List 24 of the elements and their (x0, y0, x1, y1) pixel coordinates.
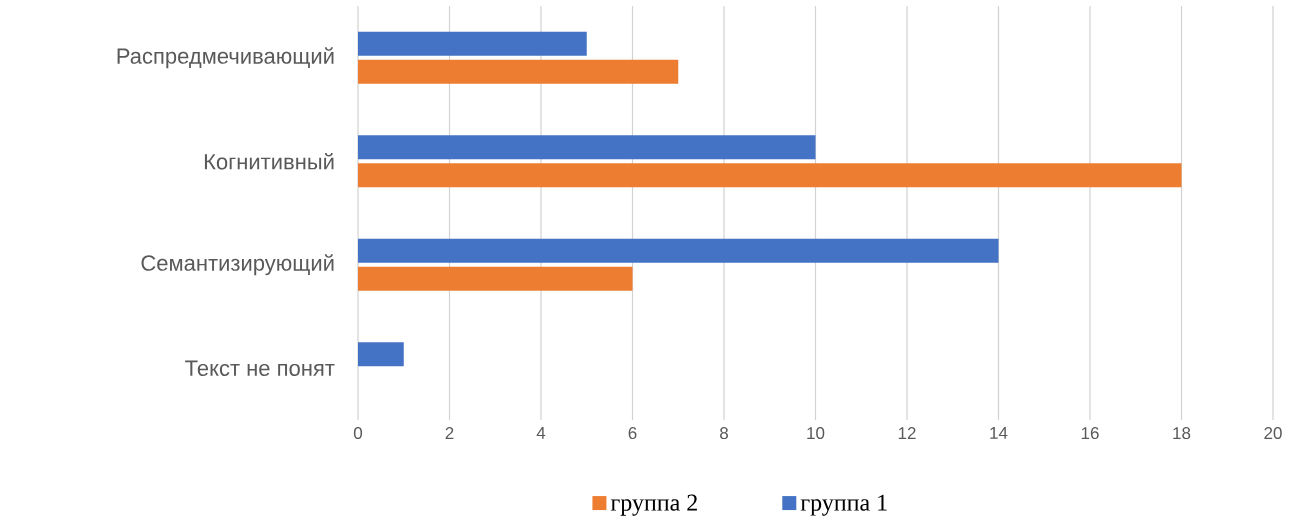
y-tick-label: Распредмечивающий (117, 47, 334, 69)
x-tick-label: 18 (1173, 427, 1191, 440)
bar (358, 135, 816, 160)
bar (358, 238, 999, 263)
x-tick-label: 16 (1081, 427, 1099, 440)
x-tick-label: 12 (898, 427, 916, 439)
x-tick-label: 14 (990, 427, 1008, 439)
y-tick-label: Семантизирующий (141, 254, 334, 276)
x-tick-label: 2 (445, 427, 454, 439)
legend-label: группа 2 (610, 494, 697, 516)
bar (358, 342, 404, 367)
y-tick-label: Текст не понят (185, 360, 335, 376)
x-tick-label: 0 (353, 427, 363, 440)
y-tick-label: Когнитивный (204, 152, 334, 170)
x-tick-label: 4 (536, 427, 546, 439)
x-tick-label: 10 (807, 427, 825, 440)
x-tick-label: 6 (628, 427, 637, 440)
bar (358, 31, 587, 56)
bar (358, 59, 679, 84)
bar (358, 163, 1182, 188)
x-tick-label: 20 (1264, 427, 1282, 440)
x-tick-label: 8 (720, 427, 728, 440)
bar (358, 266, 633, 291)
legend-label: группа 1 (800, 494, 887, 516)
